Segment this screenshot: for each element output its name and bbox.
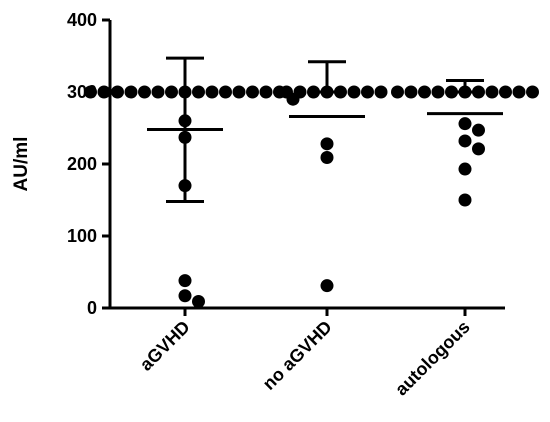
data-point xyxy=(280,85,293,99)
data-point xyxy=(178,289,192,303)
data-point xyxy=(192,295,205,309)
data-point xyxy=(320,85,334,99)
data-point xyxy=(499,85,512,99)
data-point xyxy=(232,85,246,99)
data-point xyxy=(205,85,219,99)
data-point xyxy=(124,85,138,99)
data-point xyxy=(293,85,307,99)
data-point xyxy=(219,85,232,99)
data-point xyxy=(178,130,192,144)
data-point xyxy=(178,114,192,128)
data-point xyxy=(84,85,97,99)
x-tick-label: no aGVHD xyxy=(259,317,336,394)
data-point xyxy=(418,85,431,99)
data-point xyxy=(445,85,458,99)
data-point xyxy=(458,193,472,207)
data-point xyxy=(374,85,388,99)
y-axis-label: AU/ml xyxy=(11,137,32,192)
data-point xyxy=(178,179,192,193)
data-point xyxy=(178,274,192,288)
x-tick-label: autologous xyxy=(391,317,474,400)
data-point xyxy=(458,85,472,99)
y-tick-label: 100 xyxy=(67,226,97,246)
y-tick-label: 200 xyxy=(67,154,97,174)
data-point xyxy=(320,151,334,165)
data-point xyxy=(361,85,374,99)
data-point xyxy=(512,85,526,99)
data-point xyxy=(526,85,539,99)
data-point xyxy=(485,85,499,99)
data-point xyxy=(111,85,124,99)
error-bars xyxy=(147,56,503,203)
data-point xyxy=(178,85,192,99)
data-point xyxy=(458,117,472,131)
data-point xyxy=(347,85,361,99)
x-tick-label: aGVHD xyxy=(136,317,194,375)
data-point xyxy=(192,85,205,99)
data-point xyxy=(391,85,404,99)
data-point xyxy=(472,123,485,137)
axes xyxy=(108,20,505,310)
data-point xyxy=(97,85,111,99)
y-tick-label: 0 xyxy=(87,298,97,318)
data-point xyxy=(334,85,347,99)
data-point xyxy=(320,137,334,151)
data-point xyxy=(259,85,273,99)
data-point xyxy=(307,85,320,99)
x-ticks: aGVHD no aGVHD autologous xyxy=(136,308,474,399)
data-point xyxy=(472,142,485,156)
data-points xyxy=(84,85,539,309)
data-point xyxy=(404,85,418,99)
data-point xyxy=(320,279,334,293)
data-point xyxy=(246,85,259,99)
data-point xyxy=(458,134,472,148)
y-tick-label: 400 xyxy=(67,10,97,30)
data-point xyxy=(472,85,485,99)
data-point xyxy=(458,162,472,176)
data-point xyxy=(151,85,165,99)
data-point xyxy=(165,85,178,99)
data-point xyxy=(431,85,445,99)
data-point xyxy=(138,85,151,99)
